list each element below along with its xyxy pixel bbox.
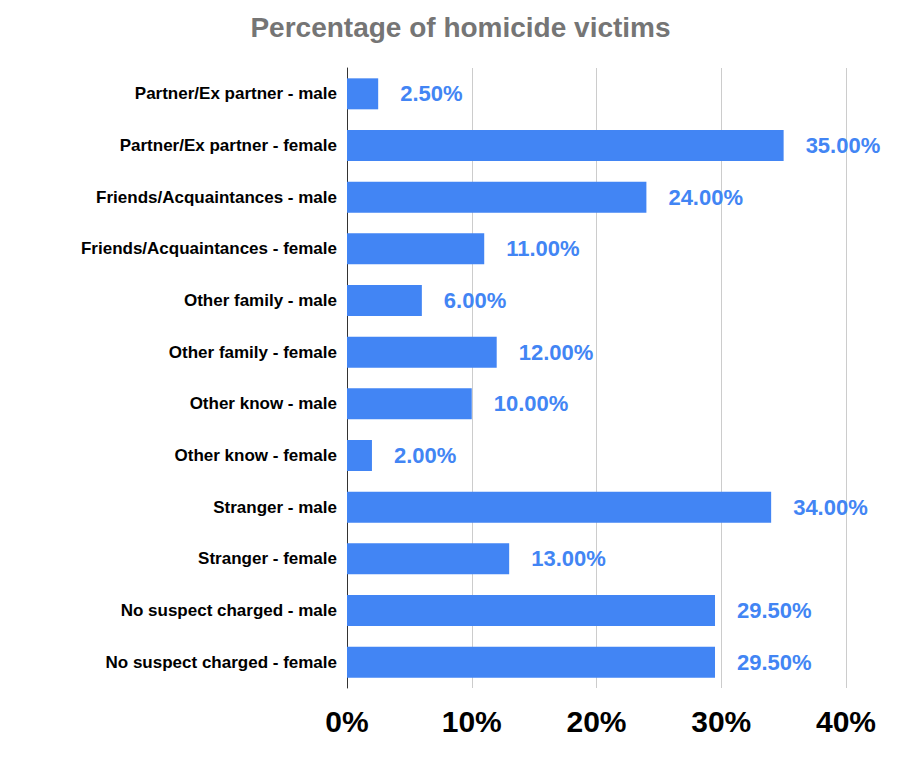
svg-text:Other family - female: Other family - female bbox=[169, 343, 337, 362]
svg-text:30%: 30% bbox=[691, 705, 751, 738]
svg-text:29.50%: 29.50% bbox=[737, 598, 812, 623]
svg-text:Stranger - male: Stranger - male bbox=[213, 498, 337, 517]
svg-text:Friends/Acquaintances - male: Friends/Acquaintances - male bbox=[96, 188, 337, 207]
svg-text:2.00%: 2.00% bbox=[394, 443, 456, 468]
svg-text:24.00%: 24.00% bbox=[668, 185, 743, 210]
svg-text:40%: 40% bbox=[816, 705, 876, 738]
svg-text:No suspect charged - male: No suspect charged - male bbox=[121, 601, 337, 620]
svg-text:Other know - female: Other know - female bbox=[175, 446, 337, 465]
svg-text:35.00%: 35.00% bbox=[806, 133, 881, 158]
svg-text:6.00%: 6.00% bbox=[444, 288, 506, 313]
svg-text:Stranger - female: Stranger - female bbox=[198, 549, 337, 568]
svg-text:Friends/Acquaintances - female: Friends/Acquaintances - female bbox=[81, 239, 337, 258]
svg-text:10.00%: 10.00% bbox=[494, 391, 569, 416]
svg-text:10%: 10% bbox=[442, 705, 502, 738]
svg-text:Partner/Ex partner - female: Partner/Ex partner - female bbox=[120, 136, 337, 155]
svg-text:20%: 20% bbox=[566, 705, 626, 738]
svg-text:34.00%: 34.00% bbox=[793, 495, 868, 520]
svg-text:2.50%: 2.50% bbox=[400, 81, 462, 106]
svg-text:Partner/Ex partner - male: Partner/Ex partner - male bbox=[135, 84, 337, 103]
svg-text:0%: 0% bbox=[325, 705, 368, 738]
svg-text:13.00%: 13.00% bbox=[531, 546, 606, 571]
svg-text:12.00%: 12.00% bbox=[519, 340, 594, 365]
svg-text:Other family - male: Other family - male bbox=[184, 291, 337, 310]
svg-text:Other know - male: Other know - male bbox=[190, 394, 337, 413]
svg-text:29.50%: 29.50% bbox=[737, 650, 812, 675]
svg-text:No suspect charged - female: No suspect charged - female bbox=[106, 653, 337, 672]
svg-text:11.00%: 11.00% bbox=[506, 236, 579, 261]
svg-text:Percentage of homicide victims: Percentage of homicide victims bbox=[250, 12, 670, 43]
